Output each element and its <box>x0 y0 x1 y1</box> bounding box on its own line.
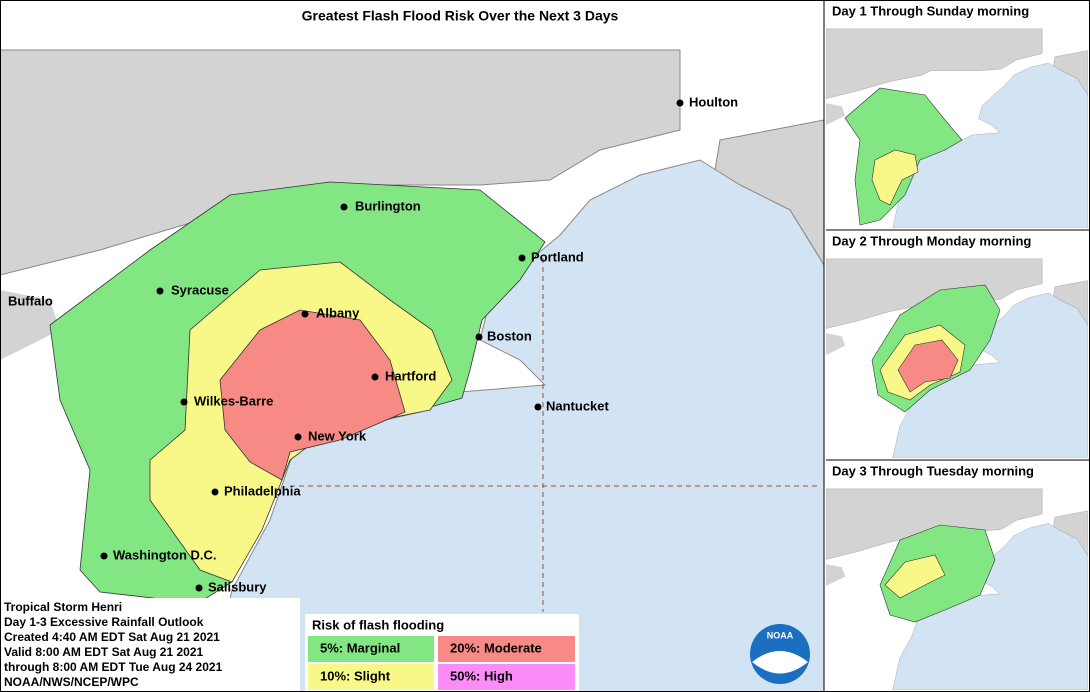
legend-label: 10%: Slight <box>320 668 391 683</box>
city-dot <box>156 287 164 295</box>
city-dot <box>294 433 302 441</box>
legend-swatch <box>438 636 575 662</box>
city-dot <box>195 584 203 592</box>
city-label: New York <box>308 428 367 443</box>
city-dot <box>301 310 309 318</box>
logo-text: NOAA <box>767 630 794 640</box>
legend-label: 50%: High <box>450 668 513 683</box>
legend-label: 5%: Marginal <box>320 640 400 655</box>
info-line: Created 4:40 AM EDT Sat Aug 21 2021 <box>4 630 220 644</box>
panel-title: Day 3 Through Tuesday morning <box>832 463 1034 478</box>
city-label: Houlton <box>689 94 738 109</box>
city-dot <box>475 333 483 341</box>
city-label: Syracuse <box>171 282 229 297</box>
legend-swatch <box>438 664 575 690</box>
panel-2: Day 2 Through Monday morning <box>826 229 1090 458</box>
legend-swatch <box>308 664 434 690</box>
city-label: Salisbury <box>208 579 267 594</box>
info-line: NOAA/NWS/NCEP/WPC <box>4 675 139 689</box>
info-line: Day 1-3 Excessive Rainfall Outlook <box>4 615 204 629</box>
risk-moderate <box>219 309 406 481</box>
city-dot <box>371 373 379 381</box>
city-label: Boston <box>487 328 532 343</box>
city-label: Washington D.C. <box>113 547 217 562</box>
panel-1: Day 1 Through Sunday morning <box>826 0 1090 228</box>
city-label: Portland <box>531 249 584 264</box>
city-dot <box>676 99 684 107</box>
legend-title: Risk of flash flooding <box>312 617 444 632</box>
city-label: Nantucket <box>546 398 610 413</box>
title-bar <box>0 0 824 28</box>
city-dot <box>340 203 348 211</box>
panel-title: Day 1 Through Sunday morning <box>832 3 1029 18</box>
legend-swatch <box>308 636 434 662</box>
city-label: Albany <box>316 305 360 320</box>
city-label: Burlington <box>355 198 421 213</box>
city-dot <box>180 398 188 406</box>
city-label: Wilkes-Barre <box>194 393 273 408</box>
city-dot <box>100 552 108 560</box>
logo-wave <box>752 651 808 674</box>
panel-title: Day 2 Through Monday morning <box>832 233 1031 248</box>
legend-label: 20%: Moderate <box>450 640 542 655</box>
city-dot <box>534 403 542 411</box>
cities: Houlton Burlington Portland Syracuse Buf… <box>8 94 738 594</box>
city-dot <box>518 254 526 262</box>
map-title: Greatest Flash Flood Risk Over the Next … <box>302 8 619 24</box>
city-label: Hartford <box>385 368 436 383</box>
info-box <box>0 598 300 692</box>
panel-3: Day 3 Through Tuesday morning <box>826 459 1090 690</box>
info-line: Valid 8:00 AM EDT Sat Aug 21 2021 <box>4 645 204 659</box>
city-label: Buffalo <box>8 293 53 308</box>
info-line: Tropical Storm Henri <box>4 600 122 614</box>
city-dot <box>211 488 219 496</box>
info-line: through 8:00 AM EDT Tue Aug 24 2021 <box>4 660 223 674</box>
city-label: Philadelphia <box>224 483 301 498</box>
